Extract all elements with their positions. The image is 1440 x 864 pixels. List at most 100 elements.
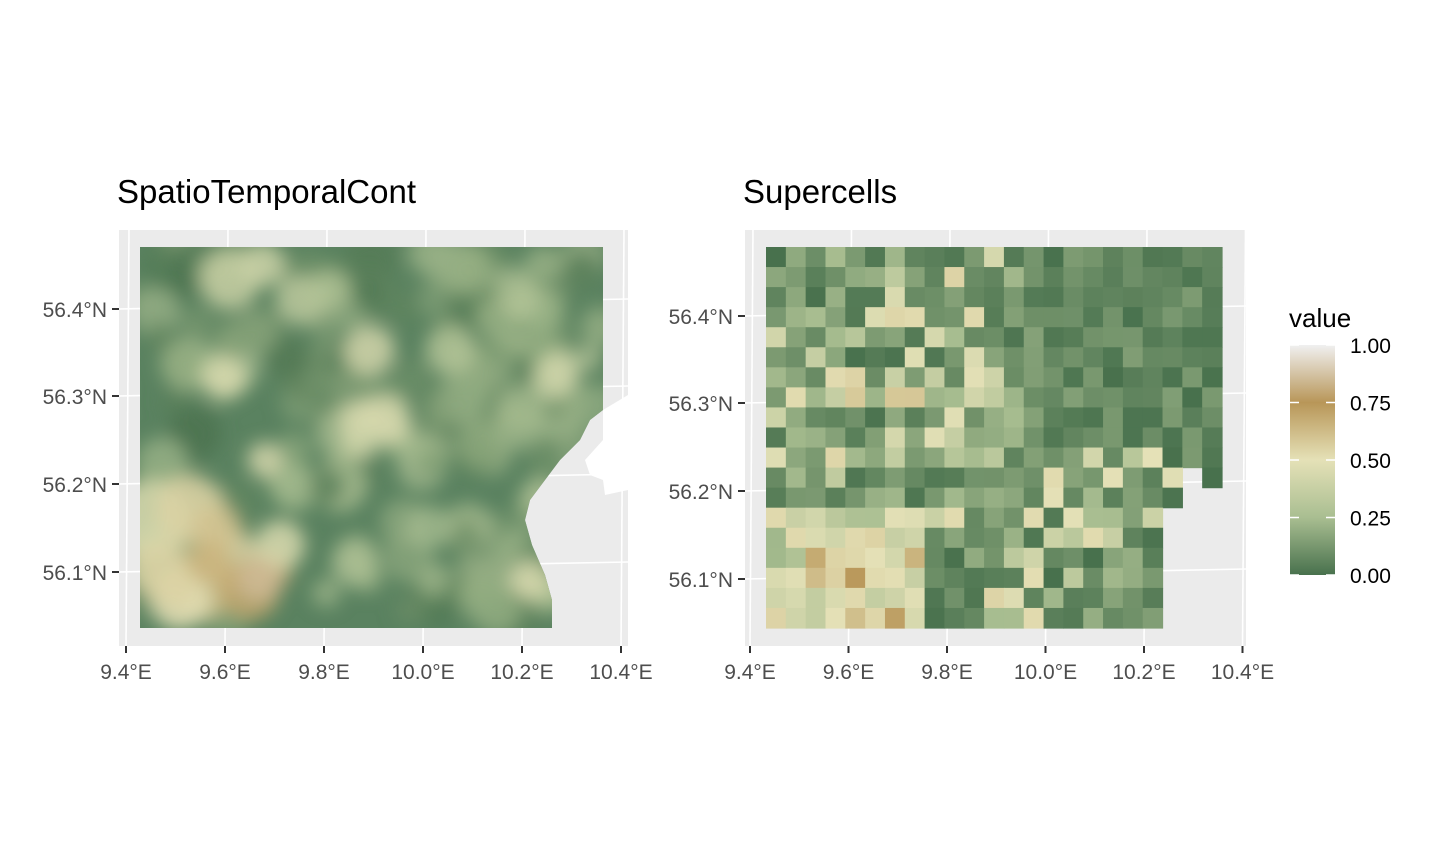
supercell (1023, 267, 1045, 288)
supercell (1103, 567, 1124, 589)
supercell (766, 347, 787, 368)
supercell (1023, 247, 1045, 268)
supercell (1083, 267, 1104, 288)
field-blob (461, 581, 508, 628)
supercell (1162, 347, 1183, 368)
supercell (964, 327, 985, 348)
supercell (1103, 487, 1124, 509)
supercell (1003, 427, 1025, 449)
supercell (1083, 567, 1104, 589)
supercell (1003, 387, 1025, 409)
lat-tick-label: 56.1°N (43, 562, 107, 585)
supercell (865, 307, 886, 328)
supercell (825, 387, 846, 409)
supercell (845, 507, 866, 529)
supercell (1023, 367, 1045, 388)
supercell (1003, 567, 1025, 589)
supercell (1003, 487, 1025, 509)
supercell (845, 527, 866, 549)
supercell (944, 487, 965, 509)
supercell (766, 507, 787, 529)
supercell (785, 487, 807, 509)
left-axes: 56.4°N 56.3°N 56.2°N 56.1°N 9.4°E 9.6°E 9.8°E 1… (43, 299, 653, 684)
supercell (964, 307, 985, 328)
supercell (944, 427, 965, 449)
supercell (1083, 407, 1104, 429)
supercell (884, 587, 906, 609)
supercell (1103, 387, 1124, 409)
supercell (984, 527, 1005, 549)
supercell (1103, 367, 1124, 388)
supercell (1122, 267, 1144, 288)
supercell (766, 327, 787, 348)
supercell (924, 527, 946, 549)
supercell (924, 547, 946, 569)
supercell (805, 567, 827, 589)
supercell (1063, 567, 1084, 589)
supercell (785, 467, 807, 489)
supercell (964, 547, 985, 569)
supercell (924, 307, 946, 328)
supercell (1083, 507, 1104, 529)
legend-ticks: 1.00 0.75 0.50 0.25 0.00 (1290, 335, 1391, 588)
supercell (805, 267, 827, 288)
supercell (1182, 447, 1203, 469)
lat-tick-label: 56.2°N (43, 474, 107, 497)
supercell (1003, 267, 1025, 288)
supercell (785, 447, 807, 469)
supercell (1003, 467, 1025, 489)
supercell (825, 407, 846, 429)
supercell (825, 347, 846, 368)
supercell (1122, 387, 1144, 409)
supercell (884, 427, 906, 449)
supercell (845, 447, 866, 469)
supercell (884, 367, 906, 388)
supercell (1003, 287, 1025, 308)
legend-tick-label: 1.00 (1350, 335, 1391, 358)
supercell (924, 467, 946, 489)
supercell (1142, 467, 1164, 489)
supercell (825, 587, 846, 609)
supercell (1142, 507, 1164, 529)
supercell (845, 587, 866, 609)
supercell (1122, 567, 1144, 589)
supercell (825, 247, 846, 268)
supercell (944, 567, 965, 589)
supercell (766, 247, 787, 268)
supercell (1202, 247, 1223, 268)
supercell (1083, 347, 1104, 368)
supercell (884, 287, 906, 308)
field-blob (255, 520, 305, 570)
graticule-lon-line (749, 229, 754, 647)
supercell (766, 287, 787, 308)
supercell (1202, 407, 1223, 429)
supercell (785, 367, 807, 388)
supercell (1083, 387, 1104, 409)
supercell (1202, 467, 1223, 489)
supercell (924, 267, 946, 288)
supercell (1043, 407, 1064, 429)
field-blob (420, 391, 459, 431)
supercell (884, 507, 906, 529)
supercell (1142, 607, 1164, 629)
field-blob (267, 338, 307, 377)
supercell (884, 447, 906, 469)
field-blob (575, 383, 603, 433)
supercell (825, 307, 846, 328)
supercell (1162, 327, 1183, 348)
supercell (1083, 247, 1104, 268)
supercell (1142, 327, 1164, 348)
supercell (944, 347, 965, 368)
supercell (904, 427, 926, 449)
field-blob (353, 278, 385, 309)
supercell (984, 307, 1005, 328)
supercell (785, 287, 807, 308)
supercell (1063, 407, 1084, 429)
supercell (964, 587, 985, 609)
lon-tick-label: 9.6°E (199, 661, 251, 684)
supercell (1023, 567, 1045, 589)
supercell (825, 447, 846, 469)
field-hotspot (186, 540, 231, 585)
supercell (1142, 407, 1164, 429)
